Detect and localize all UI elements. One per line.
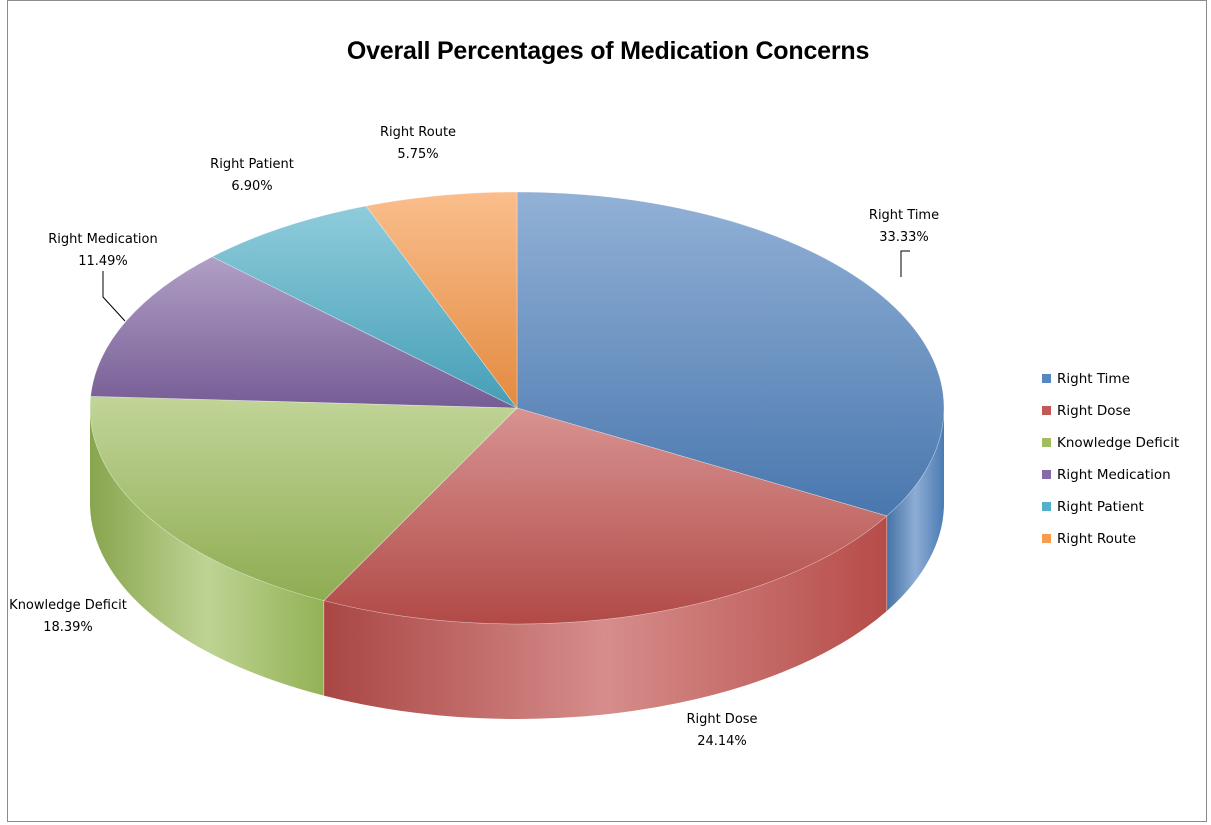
- legend-swatch-right-time: [1042, 374, 1051, 383]
- legend-label-right-medication: Right Medication: [1057, 467, 1171, 483]
- legend-swatch-right-medication: [1042, 470, 1051, 479]
- legend-label-right-patient: Right Patient: [1057, 499, 1144, 515]
- pie-chart: Right Time 33.33% Right Dose 24.14% Knowledg…: [9, 125, 1179, 749]
- legend-swatch-knowledge-deficit: [1042, 438, 1051, 447]
- data-label-name-right-dose: Right Dose: [686, 712, 757, 727]
- data-labels: Right Time 33.33% Right Dose 24.14% Knowledg…: [9, 125, 939, 749]
- legend-label-right-dose: Right Dose: [1057, 403, 1131, 419]
- data-label-name-knowledge-deficit: Knowledge Deficit: [9, 598, 127, 613]
- legend-label-knowledge-deficit: Knowledge Deficit: [1057, 435, 1179, 451]
- pie-side-right-dose: [323, 515, 887, 719]
- legend-label-right-time: Right Time: [1057, 371, 1130, 387]
- data-label-value-knowledge-deficit: 18.39%: [43, 620, 93, 635]
- leader-lines: [102, 250, 910, 322]
- pie-slice-right-dose: [323, 407, 888, 625]
- pie-slice-right-medication: [90, 256, 518, 409]
- data-label-value-right-time: 33.33%: [879, 230, 929, 245]
- chart-title: Overall Percentages of Medication Concer…: [346, 37, 870, 65]
- chart-area: Overall Percentages of Medication Concer…: [7, 0, 1207, 822]
- pie-top-slices: [89, 191, 945, 625]
- legend-swatch-right-route: [1042, 534, 1051, 543]
- leader-line-right-time: [900, 250, 910, 277]
- data-label-name-right-time: Right Time: [869, 208, 939, 223]
- pie-side-right-time: [886, 408, 944, 611]
- leader-line-right-medication: [102, 271, 126, 322]
- pie-slice-right-time: [516, 191, 945, 517]
- pie-slice-right-route: [365, 191, 518, 409]
- data-label-value-right-medication: 11.49%: [78, 254, 128, 269]
- data-label-name-right-patient: Right Patient: [210, 157, 294, 172]
- legend-label-right-route: Right Route: [1057, 531, 1136, 547]
- pie-side-walls: [90, 408, 944, 719]
- legend: Right Time Right Dose Knowledge Deficit Rig…: [1042, 371, 1179, 547]
- data-label-value-right-route: 5.75%: [397, 147, 438, 162]
- pie-slice-right-patient: [211, 205, 518, 409]
- pie-side-knowledge-deficit: [90, 408, 324, 696]
- pie-slice-knowledge-deficit: [89, 396, 518, 601]
- data-label-value-right-dose: 24.14%: [697, 734, 747, 749]
- legend-swatch-right-dose: [1042, 406, 1051, 415]
- data-label-value-right-patient: 6.90%: [231, 179, 272, 194]
- data-label-name-right-route: Right Route: [380, 125, 456, 140]
- legend-swatch-right-patient: [1042, 502, 1051, 511]
- data-label-name-right-medication: Right Medication: [48, 232, 157, 247]
